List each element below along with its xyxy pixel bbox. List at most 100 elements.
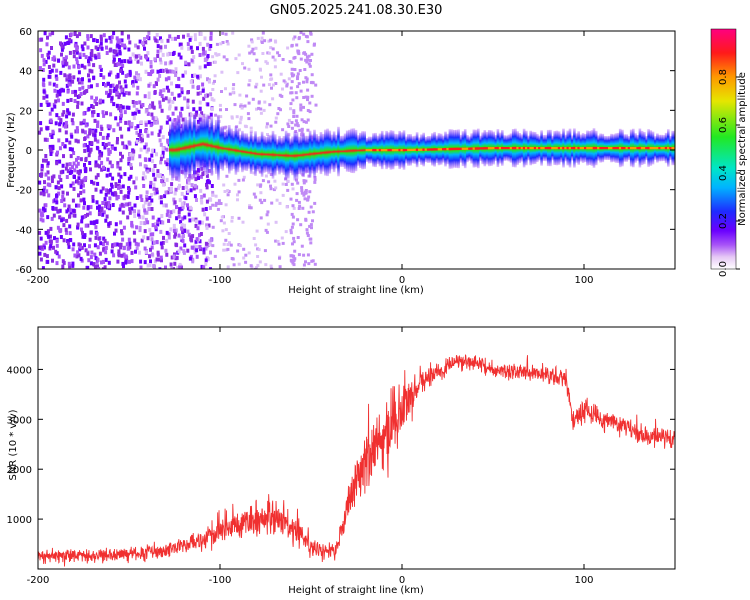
noise-cell: [257, 106, 261, 110]
noise-cell: [305, 80, 309, 84]
noise-cell: [77, 65, 81, 70]
noise-cell: [148, 167, 152, 172]
spectrogram-x-tick-label: 0: [399, 275, 405, 286]
snr-y-tick-label: 1000: [7, 515, 32, 526]
noise-cell: [168, 214, 172, 219]
noise-cell: [141, 103, 145, 107]
noise-cell: [95, 83, 99, 88]
noise-cell: [126, 246, 130, 251]
noise-cell: [92, 221, 96, 226]
noise-cell: [143, 157, 147, 162]
noise-cell: [188, 256, 192, 261]
ridge-column: [278, 135, 281, 175]
noise-cell: [310, 259, 314, 263]
noise-cell: [292, 236, 296, 240]
noise-cell: [221, 31, 225, 35]
noise-cell: [79, 190, 83, 195]
noise-cell: [159, 60, 163, 65]
noise-cell: [195, 248, 199, 253]
noise-cell: [274, 186, 278, 190]
noise-cell: [155, 187, 159, 192]
noise-cell: [116, 74, 120, 79]
noise-cell: [274, 116, 278, 120]
noise-cell: [179, 235, 183, 240]
noise-cell: [71, 247, 75, 252]
noise-cell: [223, 190, 227, 193]
noise-cell: [73, 253, 77, 258]
noise-cell: [310, 226, 313, 230]
noise-cell: [84, 223, 88, 228]
noise-cell: [94, 55, 98, 60]
noise-cell: [123, 43, 126, 48]
noise-cell: [121, 237, 125, 242]
noise-cell: [81, 230, 84, 235]
ridge-peak: [376, 149, 380, 152]
noise-cell: [151, 215, 155, 220]
noise-cell: [49, 234, 52, 239]
noise-cell: [209, 238, 213, 243]
figure-title: GN05.2025.241.08.30.E30: [270, 3, 443, 18]
noise-cell: [150, 148, 154, 153]
noise-cell: [88, 128, 92, 133]
noise-cell: [149, 180, 153, 185]
ridge-column: [186, 120, 190, 175]
noise-cell: [160, 154, 164, 159]
noise-cell: [292, 255, 296, 259]
noise-cell: [257, 248, 261, 252]
noise-cell: [284, 230, 288, 234]
noise-cell: [171, 267, 175, 269]
noise-cell: [277, 107, 281, 110]
noise-cell: [53, 236, 56, 241]
noise-cell: [61, 264, 65, 269]
noise-cell: [177, 214, 181, 219]
noise-cell: [118, 58, 121, 62]
noise-cell: [115, 140, 119, 145]
ridge-peak: [621, 147, 624, 150]
noise-cell: [308, 64, 312, 68]
noise-cell: [175, 216, 179, 221]
noise-cell: [165, 177, 169, 182]
noise-cell: [186, 42, 190, 47]
noise-cell: [144, 69, 148, 74]
noise-cell: [39, 127, 43, 132]
noise-cell: [292, 73, 296, 77]
ridge-column: [221, 125, 225, 171]
noise-cell: [114, 228, 118, 233]
noise-cell: [159, 200, 163, 205]
noise-cell: [104, 250, 108, 255]
noise-cell: [44, 59, 48, 64]
noise-cell: [160, 214, 164, 218]
noise-cell: [203, 58, 207, 62]
noise-cell: [88, 211, 92, 216]
noise-cell: [52, 82, 56, 87]
noise-cell: [149, 247, 152, 252]
noise-cell: [98, 251, 102, 256]
noise-cell: [203, 50, 207, 55]
noise-cell: [146, 111, 150, 116]
noise-cell: [286, 188, 290, 192]
noise-cell: [195, 254, 199, 259]
noise-cell: [69, 98, 73, 102]
noise-cell: [153, 259, 157, 264]
noise-cell: [137, 209, 141, 214]
noise-cell: [91, 113, 95, 118]
noise-cell: [133, 75, 137, 80]
noise-cell: [69, 154, 73, 159]
noise-cell: [62, 197, 66, 202]
noise-cell: [236, 71, 240, 75]
noise-cell: [133, 214, 137, 218]
noise-cell: [63, 41, 67, 46]
noise-cell: [214, 194, 218, 198]
ridge-peak: [536, 147, 539, 150]
noise-cell: [55, 243, 59, 248]
noise-cell: [247, 83, 251, 87]
noise-cell: [135, 139, 139, 144]
noise-cell: [269, 184, 272, 188]
noise-cell: [45, 137, 49, 142]
noise-cell: [151, 223, 155, 228]
noise-cell: [186, 90, 190, 95]
noise-cell: [303, 197, 307, 201]
noise-cell: [79, 198, 83, 203]
noise-cell: [241, 178, 245, 182]
noise-cell: [308, 110, 312, 114]
